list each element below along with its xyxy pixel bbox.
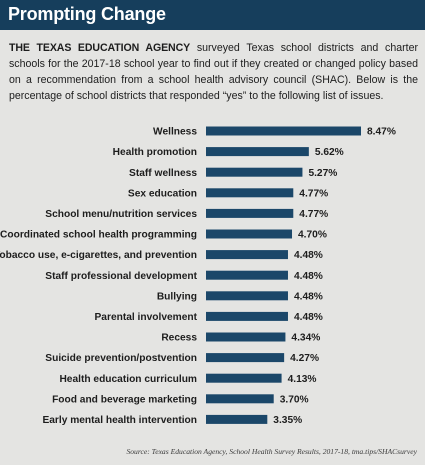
category-label: Parental involvement — [95, 312, 198, 323]
category-label: Early mental health intervention — [42, 415, 197, 426]
category-label: Health education curriculum — [59, 374, 197, 385]
value-label: 4.48% — [294, 291, 323, 302]
value-label: 8.47% — [367, 127, 396, 138]
category-label: Bullying — [157, 291, 197, 302]
category-label: Sex education — [128, 188, 197, 199]
bar — [206, 394, 274, 404]
bar — [206, 250, 288, 260]
header-title: Prompting Change — [8, 4, 166, 24]
value-label: 5.27% — [308, 168, 337, 179]
bar — [206, 311, 288, 321]
header-bar: Prompting Change — [0, 0, 425, 30]
category-label: Suicide prevention/postvention — [45, 353, 197, 364]
category-label: Staff professional development — [45, 271, 197, 282]
bar — [206, 373, 282, 383]
value-label: 4.34% — [291, 333, 320, 344]
value-label: 4.48% — [294, 250, 323, 261]
bar — [206, 353, 285, 363]
bar — [206, 291, 288, 301]
bar — [206, 208, 294, 218]
value-label: 3.35% — [273, 415, 302, 426]
category-label: Health promotion — [113, 147, 197, 158]
intro-lead: THE TEXAS EDUCATION AGENCY — [9, 42, 191, 54]
category-label: Food and beverage marketing — [52, 394, 197, 405]
value-label: 4.77% — [299, 209, 328, 220]
bar — [206, 332, 286, 342]
bar — [206, 147, 309, 157]
category-label: Coordinated school health programming — [0, 230, 197, 241]
value-label: 3.70% — [280, 394, 309, 405]
category-label: Tobacco use, e-cigarettes, and preventio… — [0, 250, 197, 261]
bar — [206, 126, 361, 136]
source-note: Source: Texas Education Agency, School H… — [126, 447, 417, 456]
value-label: 4.13% — [288, 374, 317, 385]
value-label: 4.48% — [294, 271, 323, 282]
bar — [206, 167, 303, 177]
intro-paragraph: THE TEXAS EDUCATION AGENCY surveyed Texa… — [9, 40, 418, 104]
category-label: School menu/nutrition services — [45, 209, 197, 220]
category-label: Wellness — [153, 127, 197, 138]
value-label: 5.62% — [315, 147, 344, 158]
bar — [206, 270, 288, 280]
intro-body: surveyed Texas school districts and char… — [9, 42, 418, 102]
value-label: 4.70% — [298, 230, 327, 241]
bar — [206, 188, 294, 198]
category-label: Recess — [161, 333, 197, 344]
value-label: 4.27% — [290, 353, 319, 364]
value-label: 4.77% — [299, 188, 328, 199]
category-label: Staff wellness — [129, 168, 197, 179]
value-label: 4.48% — [294, 312, 323, 323]
bar — [206, 229, 293, 239]
bar — [206, 414, 268, 424]
